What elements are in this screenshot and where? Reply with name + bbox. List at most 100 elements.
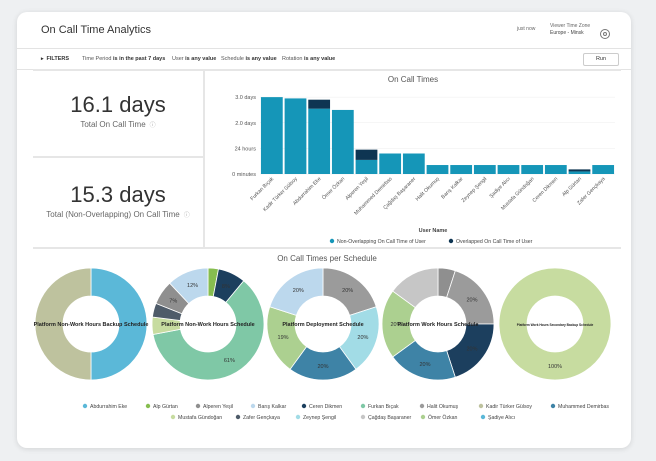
legend-marker: [329, 238, 335, 244]
legend-marker: [448, 238, 454, 244]
legend-marker: [301, 403, 307, 409]
bar-overlapped: [308, 99, 331, 109]
bar-non-overlapping: [355, 159, 378, 174]
bar-non-overlapping: [544, 165, 567, 174]
bar-non-overlapping: [402, 153, 425, 174]
donut-percent-label: 7%: [169, 298, 177, 304]
donut-slice: [498, 267, 612, 381]
legend-label: Non-Overlapping On Call Time of User: [337, 239, 426, 245]
donut-percent-label: 19%: [278, 335, 289, 341]
legend-label: Furkan Bıçak: [368, 404, 399, 410]
filter-name: Schedule: [221, 56, 244, 62]
legend-label: Zeynep Şengil: [303, 415, 336, 421]
x-tick-label: Halit Okumuş: [415, 176, 442, 203]
y-tick-label: 0 minutes: [232, 172, 256, 178]
donut-schedule-label: Platform Work Hours Schedule: [398, 322, 479, 328]
filter-condition: is any value: [245, 56, 277, 62]
donut-percent-label: 61%: [224, 358, 235, 364]
donut-percent-label: 100%: [548, 364, 562, 370]
donut-percent-label: 20%: [357, 335, 368, 341]
divider: [33, 247, 621, 249]
donut-slice: [169, 267, 209, 305]
legend-label: Alp Gürtan: [153, 404, 178, 410]
filter-name: Rotation: [282, 56, 303, 62]
donut-percent-label: 20%: [466, 347, 477, 353]
on-call-per-schedule-donuts: Platform Non-Work Hours Backup Schedule 8…: [34, 267, 612, 381]
bar-non-overlapping: [568, 171, 591, 174]
run-button[interactable]: Run: [583, 53, 619, 66]
dashboard-header: On Call Time Analytics just now Viewer T…: [17, 12, 631, 46]
donut-schedule-label: Platform Deployment Schedule: [282, 322, 363, 328]
legend-label: Barış Kalkar: [258, 404, 287, 410]
y-tick-label: 24 hours: [235, 146, 257, 152]
bar-non-overlapping: [308, 108, 331, 174]
legend-label: Alperen Yeşil: [203, 404, 233, 410]
legend-label: Ömer Özkan: [428, 414, 458, 421]
legend-label: Çağdaş Başaraner: [368, 415, 412, 421]
filter-user[interactable]: User is any value: [172, 56, 216, 62]
donut-percent-label: 20%: [466, 297, 477, 303]
donut-percent-label: 12%: [187, 283, 198, 289]
legend-marker: [420, 414, 426, 420]
filter-name: User: [172, 56, 184, 62]
donut-slice: [392, 267, 439, 309]
legend-marker: [550, 403, 556, 409]
legend-marker: [250, 403, 256, 409]
timezone-info: just now Viewer Time Zone Europe - Minsk: [517, 23, 590, 36]
kpi-total-on-call: 16.1 days Total On Call Time: [33, 92, 203, 129]
dashboard-card: On Call Time Analytics just now Viewer T…: [17, 12, 631, 448]
legend-marker: [145, 403, 151, 409]
donut-slice: [152, 280, 265, 381]
timezone-label: Viewer Time Zone: [550, 23, 591, 29]
bar-overlapped: [568, 169, 591, 172]
filters-toggle[interactable]: FILTERS: [41, 56, 70, 62]
donut-percent-label: 20%: [342, 288, 353, 294]
donut-schedule-label: Platform Non-Work Hours Schedule: [161, 322, 254, 328]
legend-marker: [478, 403, 484, 409]
legend-label: Muhammed Demirbas: [558, 404, 609, 410]
legend-marker: [360, 403, 366, 409]
y-tick-label: 3.0 days: [235, 95, 256, 101]
legend-marker: [195, 403, 201, 409]
donut-schedule-label: Platform Work Hours Secondary Backup Sch…: [517, 323, 594, 327]
legend-label: Ceren Dikmen: [309, 404, 342, 410]
legend-marker: [419, 403, 425, 409]
legend-marker: [360, 414, 366, 420]
x-tick-label: Alperen Yeşil: [344, 176, 369, 201]
refresh-status: just now: [517, 26, 536, 32]
bar-non-overlapping: [521, 165, 544, 174]
divider: [33, 69, 621, 71]
donut-legend: Abdurrahim Eke Alp Gürtan Alperen Yeşil Bar…: [82, 403, 609, 421]
legend-marker: [295, 414, 301, 420]
timezone-value[interactable]: Europe - Minsk: [550, 30, 584, 36]
donut-slice: [34, 267, 92, 381]
legend-marker: [170, 414, 176, 420]
donut-schedule-label: Platform Non-Work Hours Backup Schedule: [34, 322, 149, 328]
bar-non-overlapping: [426, 165, 449, 174]
x-tick-label: Ceren Dikmen: [532, 176, 560, 204]
legend-label: Şadiye Alıcı: [488, 415, 515, 421]
divider: [203, 71, 205, 247]
legend-marker: [82, 403, 88, 409]
bar-non-overlapping: [379, 153, 402, 174]
filter-schedule[interactable]: Schedule is any value: [221, 56, 277, 62]
bar-overlapped: [355, 149, 378, 160]
legend-label: Zafer Gençkaya: [243, 415, 280, 421]
x-tick-label: Alp Gürtan: [561, 176, 583, 198]
bar-non-overlapping: [473, 165, 496, 174]
legend-label: Overlapped On Call Time of User: [456, 239, 533, 245]
y-tick-label: 2.0 days: [235, 121, 256, 127]
kpi-caption: Total (Non-Overlapping) On Call Time: [33, 210, 203, 219]
donut-percent-label: 20%: [317, 364, 328, 370]
bar-non-overlapping: [592, 165, 615, 174]
filters-bar: FILTERS Time Period is in the past 7 day…: [17, 48, 631, 70]
gear-icon[interactable]: [600, 29, 610, 39]
filter-rotation[interactable]: Rotation is any value: [282, 56, 335, 62]
x-tick-label: Ömer Özkan: [321, 175, 347, 201]
bar-non-overlapping: [450, 165, 473, 174]
filter-condition: is any value: [304, 56, 336, 62]
bar-non-overlapping: [260, 97, 283, 174]
bar-chart-title: On Call Times: [387, 75, 439, 84]
filter-time-period[interactable]: Time Period is in the past 7 days: [82, 56, 165, 62]
